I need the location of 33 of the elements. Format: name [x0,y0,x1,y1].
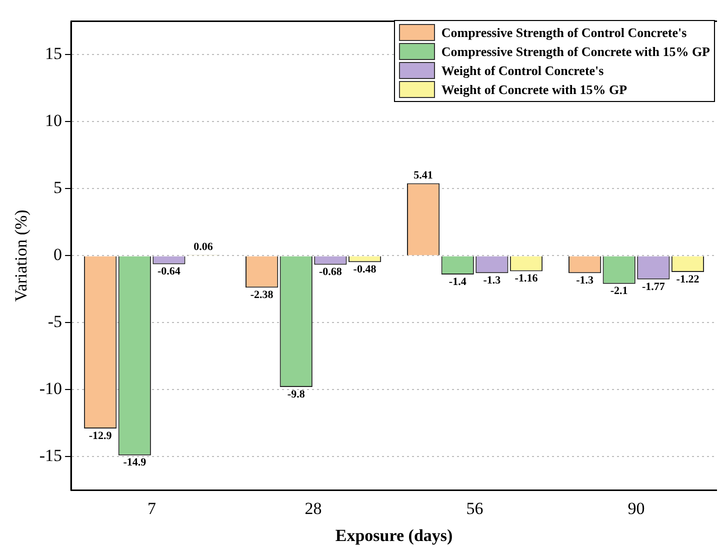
data-label: -2.1 [610,285,628,298]
x-axis-title: Exposure (days) [335,526,453,546]
data-label: -1.4 [448,276,467,288]
data-label: -1.77 [642,280,666,293]
y-tick-label: 15 [45,44,62,64]
data-label: -2.38 [250,288,274,301]
data-label: -0.68 [318,266,342,278]
data-label: -14.9 [123,456,147,469]
y-tick-label: -10 [39,379,62,398]
y-tick-label: -5 [48,312,62,332]
y-tick-label: -15 [39,446,62,466]
data-label: -9.8 [287,388,306,400]
y-tick-label: 5 [54,178,62,198]
legend-label: Compressive Strength of Concrete with 15% GP [441,43,710,61]
data-label: -1.16 [514,272,538,285]
legend-label: Weight of Concrete with 15% GP [441,81,628,99]
data-label: -1.3 [576,274,594,286]
data-label: 5.41 [414,170,433,182]
x-tick-label: 28 [304,498,322,518]
legend-label: Weight of Control Concrete's [441,62,604,80]
data-label: -0.48 [353,263,377,276]
data-label: -1.22 [676,273,700,286]
data-label: -1.3 [483,274,502,286]
data-label: -0.64 [158,266,181,278]
y-axis-title: Variation (%) [12,210,31,302]
x-tick-label: 7 [148,498,157,518]
y-tick-label: 10 [45,111,62,130]
x-tick-label: 90 [628,498,645,518]
data-label: 0.06 [194,241,214,254]
y-tick-label: 0 [54,245,62,264]
x-tick-label: 56 [466,498,484,518]
legend-label: Compressive Strength of Control Concrete's [441,24,687,42]
data-label: -12.9 [88,430,112,442]
